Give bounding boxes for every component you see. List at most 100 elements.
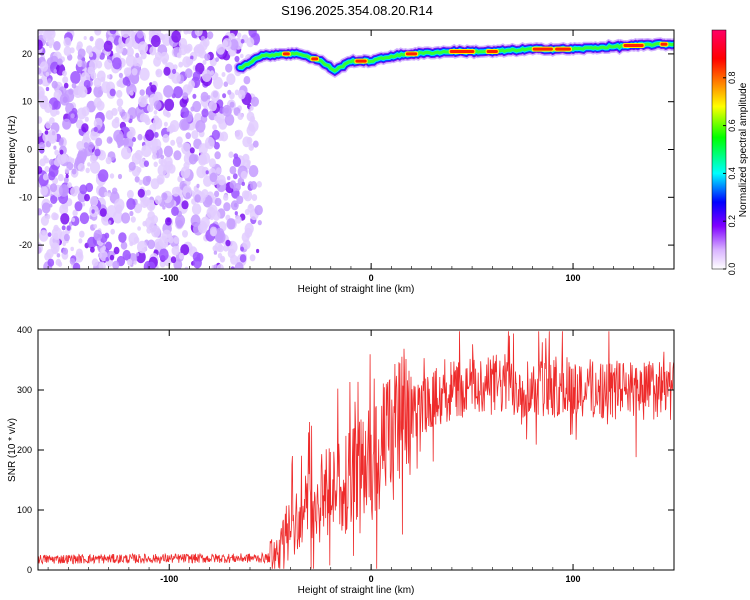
noise-blob	[223, 244, 229, 252]
noise-blob	[246, 111, 255, 122]
noise-blob	[62, 70, 67, 77]
noise-blob	[149, 46, 157, 56]
noise-blob	[69, 258, 76, 265]
noise-blob	[60, 213, 70, 225]
noise-blob	[133, 260, 137, 265]
noise-blob	[98, 261, 106, 269]
noise-blob	[89, 195, 99, 207]
noise-blob	[47, 78, 52, 84]
noise-blob	[79, 230, 85, 238]
hot-spot-core	[355, 59, 367, 63]
noise-blob	[173, 150, 182, 161]
noise-blob	[146, 227, 152, 234]
noise-blob	[53, 68, 57, 74]
noise-blob	[56, 253, 61, 258]
noise-blob	[116, 80, 122, 87]
noise-blob	[201, 69, 212, 82]
noise-blob	[81, 60, 87, 68]
noise-blob	[234, 89, 240, 96]
noise-blob	[216, 116, 222, 123]
noise-blob	[213, 76, 223, 90]
noise-blob	[44, 102, 53, 114]
noise-blob	[230, 266, 235, 269]
noise-blob	[205, 170, 209, 175]
noise-blob	[195, 120, 206, 133]
noise-blob	[214, 197, 222, 207]
noise-blob	[70, 246, 74, 252]
y-tick-label: 100	[17, 505, 32, 515]
noise-blob	[133, 55, 143, 68]
noise-blob	[135, 252, 140, 257]
noise-blob	[248, 144, 254, 151]
noise-blob	[118, 72, 123, 78]
colorbar-gradient	[712, 30, 726, 269]
noise-blob	[236, 32, 242, 39]
noise-blob	[236, 195, 244, 205]
noise-blob	[74, 251, 84, 263]
noise-blob	[240, 39, 245, 44]
noise-blob	[229, 101, 235, 108]
noise-blob	[127, 130, 134, 139]
noise-blob	[232, 156, 241, 167]
noise-blob	[161, 192, 168, 201]
hot-spot-core	[532, 47, 553, 51]
snr-line	[38, 331, 674, 569]
x-tick-label: 100	[566, 574, 581, 584]
noise-blob	[129, 30, 135, 38]
noise-blob	[90, 246, 95, 253]
noise-blob	[129, 241, 134, 247]
noise-blob	[87, 236, 97, 249]
noise-blob	[191, 130, 199, 140]
noise-blob	[200, 216, 210, 229]
noise-blob	[50, 195, 58, 204]
noise-blob	[51, 80, 58, 89]
noise-blob	[135, 52, 140, 58]
noise-blob	[94, 148, 101, 157]
noise-blob	[139, 89, 145, 96]
noise-blob	[49, 117, 55, 125]
hot-spot-core	[449, 50, 475, 53]
noise-blob	[125, 54, 136, 67]
noise-blob	[63, 37, 72, 48]
noise-blob	[107, 192, 111, 197]
noise-blob	[59, 149, 64, 155]
noise-blob	[196, 183, 200, 188]
noise-blob	[42, 173, 49, 181]
snr-xlabel: Height of straight line (km)	[298, 585, 415, 596]
noise-blob	[109, 173, 115, 179]
noise-blob	[115, 44, 124, 54]
noise-blob	[244, 208, 250, 216]
x-tick-label: 0	[369, 273, 374, 283]
noise-blob	[184, 266, 189, 269]
noise-blob	[126, 198, 136, 210]
noise-blob	[192, 71, 201, 81]
noise-blob	[150, 225, 161, 238]
noise-blob	[115, 133, 124, 145]
noise-blob	[215, 57, 220, 62]
noise-blob	[116, 89, 123, 98]
noise-blob	[143, 160, 149, 167]
noise-blob	[131, 68, 138, 76]
noise-blob	[85, 167, 90, 174]
noise-blob	[91, 258, 99, 267]
noise-blob	[129, 90, 134, 96]
noise-blob	[212, 210, 221, 221]
noise-blob	[105, 241, 112, 251]
noise-blob	[188, 80, 196, 89]
noise-blob	[168, 124, 176, 133]
noise-blob	[213, 250, 218, 255]
noise-blob	[137, 226, 142, 231]
noise-blob	[163, 121, 168, 127]
noise-blob	[112, 187, 118, 195]
noise-blob	[200, 91, 209, 102]
noise-blob	[202, 59, 207, 65]
y-tick-label: 300	[17, 385, 32, 395]
noise-blob	[157, 164, 168, 177]
noise-blob	[250, 96, 259, 107]
noise-blob	[47, 37, 55, 46]
noise-blob	[59, 93, 70, 106]
noise-blob	[126, 47, 134, 57]
noise-blob	[127, 258, 133, 266]
noise-blob	[207, 95, 211, 100]
